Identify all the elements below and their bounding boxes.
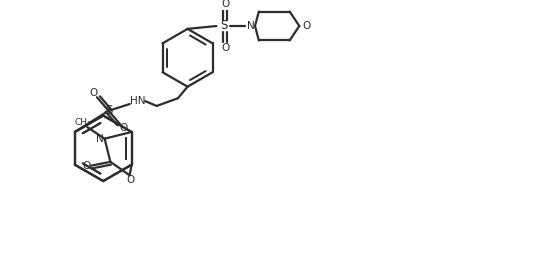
Text: CH₃: CH₃	[74, 118, 91, 127]
Text: O: O	[221, 43, 229, 53]
Text: O: O	[126, 175, 135, 185]
Text: S: S	[105, 104, 112, 117]
Text: O: O	[82, 161, 91, 171]
Text: N: N	[96, 134, 104, 144]
Text: O: O	[89, 89, 98, 99]
Text: O: O	[120, 123, 128, 133]
Text: N: N	[247, 21, 255, 31]
Text: O: O	[302, 21, 310, 31]
Text: HN: HN	[130, 96, 145, 106]
Text: O: O	[221, 0, 229, 9]
Text: S: S	[221, 19, 228, 32]
